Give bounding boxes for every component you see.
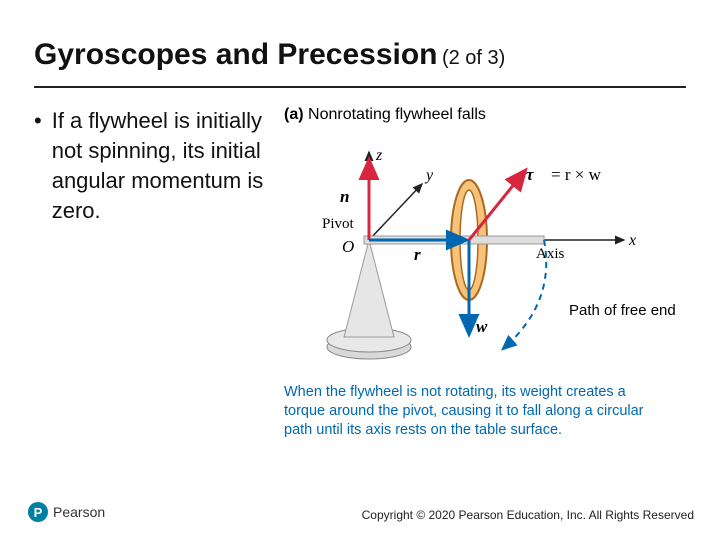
copyright-text: Copyright © 2020 Pearson Education, Inc.…	[362, 508, 694, 522]
x-label: x	[628, 232, 636, 249]
figure-area: (a) Nonrotating flywheel falls	[284, 106, 686, 476]
w-label: w⃗	[476, 317, 501, 336]
left-column: • If a flywheel is initially not spinnin…	[34, 106, 284, 476]
title-area: Gyroscopes and Precession (2 of 3)	[0, 0, 720, 78]
bullet-item: • If a flywheel is initially not spinnin…	[34, 106, 284, 226]
y-axis	[369, 184, 422, 240]
bullet-marker: •	[34, 106, 42, 226]
axis-word: Axis	[536, 246, 565, 262]
brand-icon: P	[28, 502, 48, 522]
figure-label-prefix: (a)	[284, 106, 304, 123]
body: • If a flywheel is initially not spinnin…	[0, 88, 720, 476]
pivot-label: Pivot	[322, 216, 355, 232]
bullet-text: If a flywheel is initially not spinning,…	[52, 106, 284, 226]
z-label: z	[375, 147, 383, 164]
n-label: n⃗	[340, 187, 363, 206]
brand-logo: P Pearson	[28, 502, 105, 522]
r-label: r⃗	[414, 245, 434, 264]
y-label: y	[424, 167, 434, 184]
figure-label-text: Nonrotating flywheel falls	[308, 106, 486, 123]
tau-label: τ⃗ = r × w	[526, 165, 602, 184]
slide: Gyroscopes and Precession (2 of 3) • If …	[0, 0, 720, 540]
figure-label: (a) Nonrotating flywheel falls	[284, 106, 686, 124]
slide-title: Gyroscopes and Precession	[34, 38, 438, 71]
diagram-svg: z x y Axis n⃗ r⃗	[294, 132, 674, 392]
figure-caption: When the flywheel is not rotating, its w…	[284, 383, 654, 440]
path-of-free-end-label: Path of free end	[569, 302, 676, 319]
brand-name: Pearson	[53, 504, 105, 520]
origin-label: O	[342, 237, 354, 256]
page-indicator: (2 of 3)	[442, 47, 505, 69]
